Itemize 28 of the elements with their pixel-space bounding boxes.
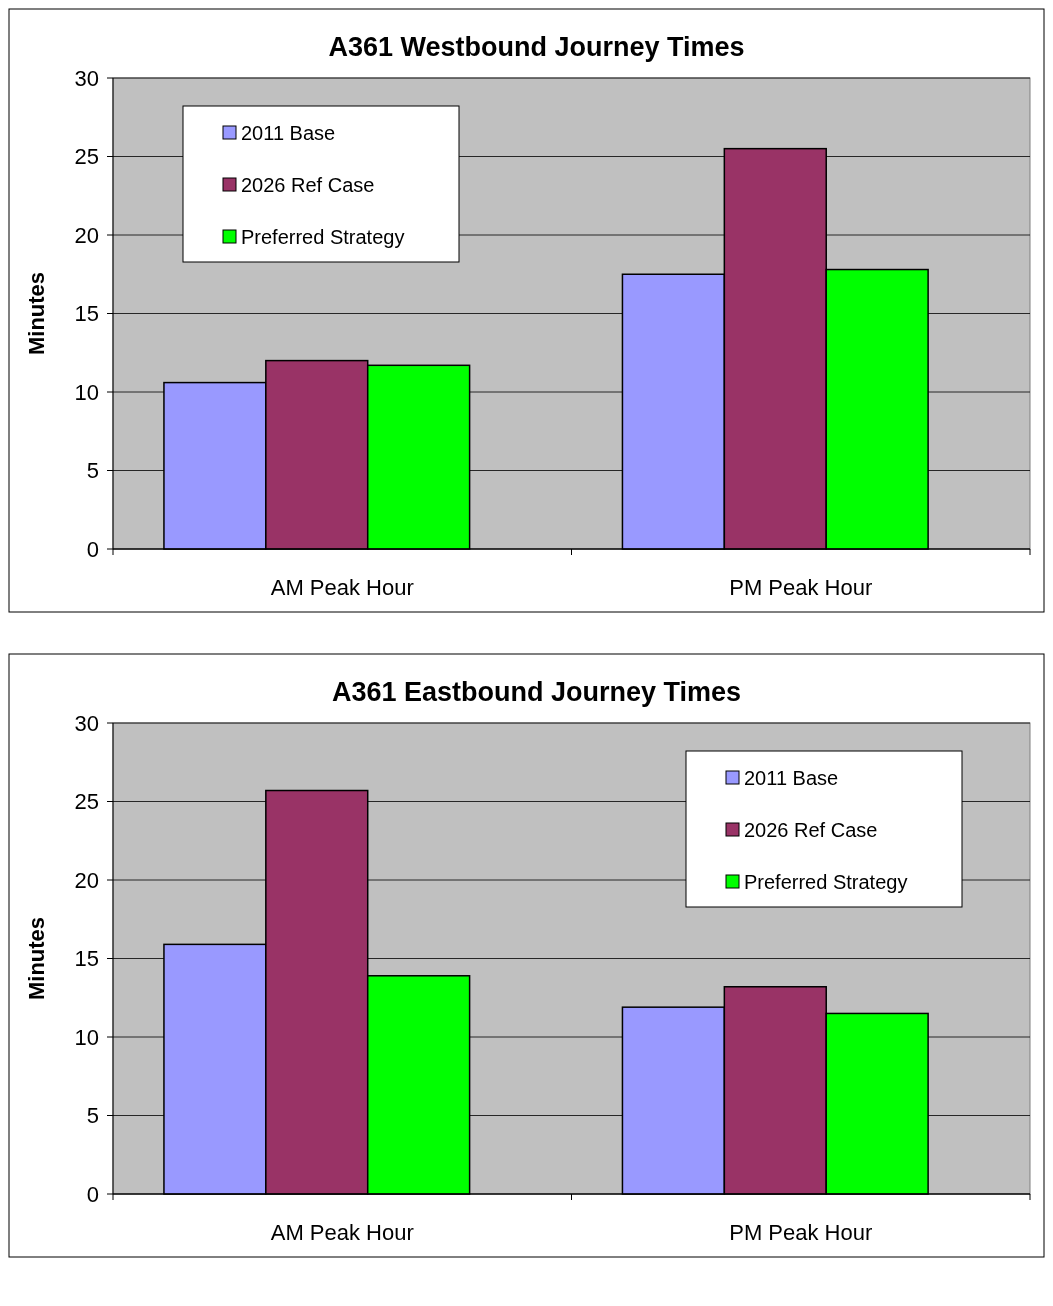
y-tick-label: 20 (74, 222, 99, 248)
y-tick-label: 25 (74, 144, 99, 170)
y-tick-label: 5 (86, 1103, 99, 1129)
x-tick-label: PM Peak Hour (729, 1220, 873, 1245)
y-tick-label: 30 (74, 710, 99, 736)
x-tick-label: PM Peak Hour (729, 575, 873, 600)
y-tick-label: 20 (74, 867, 99, 893)
y-axis-title: Minutes (24, 916, 49, 1001)
y-tick-label: 15 (74, 946, 99, 972)
x-tick-label: AM Peak Hour (270, 1220, 414, 1245)
chart-title: A361 Westbound Journey Times (328, 32, 745, 62)
y-tick-label: 10 (74, 379, 99, 405)
x-tick-label: AM Peak Hour (270, 575, 414, 600)
legend-label: Preferred Strategy (241, 226, 405, 248)
y-axis-title: Minutes (24, 271, 49, 356)
legend-label: 2011 Base (744, 767, 839, 789)
y-tick-label: 5 (86, 458, 99, 484)
legend-label: Preferred Strategy (744, 871, 908, 893)
y-tick-label: 25 (74, 789, 99, 815)
legend-label: 2026 Ref Case (744, 819, 878, 841)
y-tick-label: 10 (74, 1024, 99, 1050)
y-tick-label: 0 (86, 536, 99, 562)
y-tick-label: 30 (74, 65, 99, 91)
chart-title: A361 Eastbound Journey Times (331, 677, 742, 707)
y-tick-label: 0 (86, 1181, 99, 1207)
legend-label: 2026 Ref Case (241, 174, 375, 196)
y-tick-label: 15 (74, 301, 99, 327)
legend-label: 2011 Base (241, 122, 336, 144)
